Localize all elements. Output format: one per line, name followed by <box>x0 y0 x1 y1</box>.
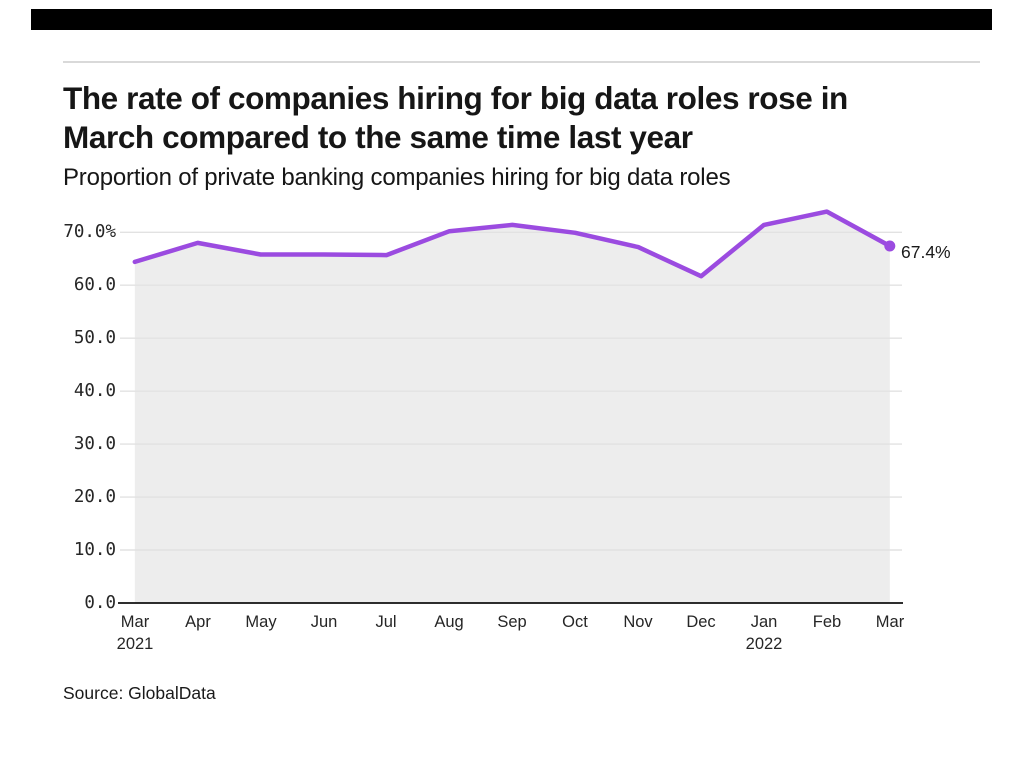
x-tick-year-label: 2021 <box>116 635 154 653</box>
top-black-bar <box>31 9 992 30</box>
last-point-value-label: 67.4% <box>901 242 951 262</box>
x-tick-label: Mar <box>875 613 905 631</box>
x-tick-year-label: 2022 <box>745 635 783 653</box>
chart-title-line2: March compared to the same time last yea… <box>63 119 693 155</box>
end-point-marker <box>884 240 896 252</box>
x-tick-label: Jan <box>750 613 778 631</box>
y-tick-label: 10.0 <box>73 540 116 560</box>
header-divider <box>63 61 980 63</box>
x-tick-label: Aug <box>434 613 464 631</box>
source-credit: Source: GlobalData <box>63 683 216 703</box>
chart-title: The rate of companies hiring for big dat… <box>63 79 1003 157</box>
y-tick-label: 60.0 <box>73 275 116 295</box>
x-tick-label: Mar <box>120 613 150 631</box>
y-tick-label: 70.0% <box>63 222 116 242</box>
x-tick-label: Dec <box>686 613 716 631</box>
chart-subtitle: Proportion of private banking companies … <box>63 164 731 191</box>
x-tick-label: May <box>245 613 277 631</box>
y-tick-label: 0.0 <box>84 593 116 613</box>
y-tick-label: 20.0 <box>73 487 116 507</box>
series-line <box>132 209 893 279</box>
x-tick-label: Feb <box>812 613 842 631</box>
x-tick-label: Jul <box>375 613 397 631</box>
y-tick-label: 40.0 <box>73 381 116 401</box>
x-tick-label: Jun <box>310 613 338 631</box>
x-tick-label: Sep <box>497 613 527 631</box>
x-tick-label: Nov <box>623 613 653 631</box>
x-tick-label: Apr <box>185 613 211 631</box>
chart-title-line1: The rate of companies hiring for big dat… <box>63 80 848 116</box>
y-tick-label: 50.0 <box>73 328 116 348</box>
y-tick-label: 30.0 <box>73 434 116 454</box>
x-tick-label: Oct <box>562 613 588 631</box>
area-fill <box>134 211 890 603</box>
